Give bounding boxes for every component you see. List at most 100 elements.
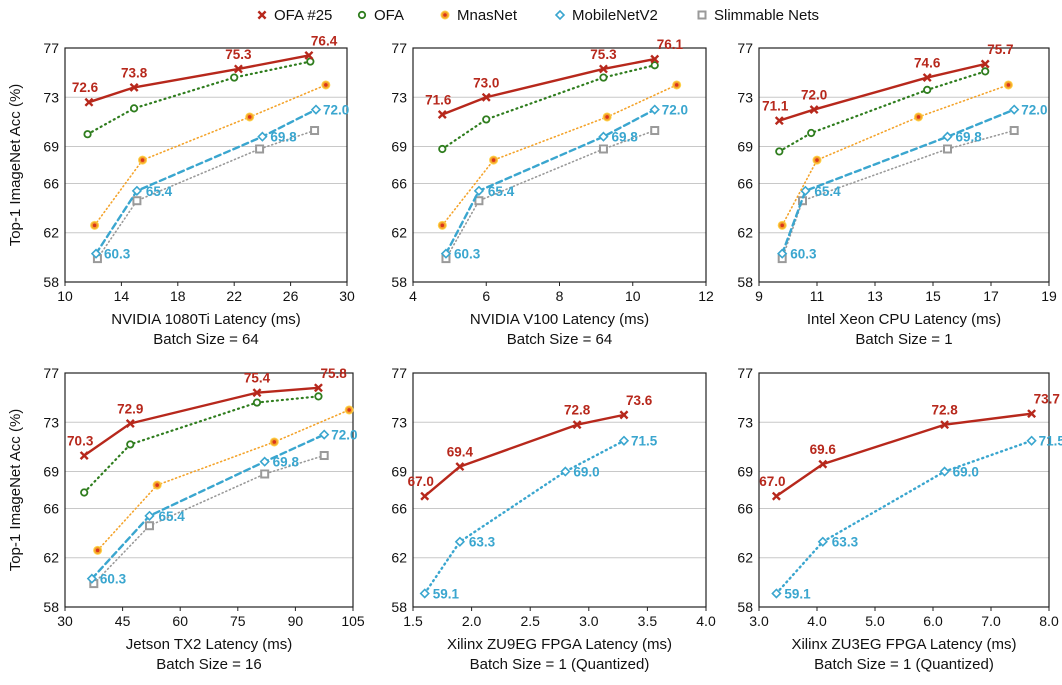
batch-size-subtitle: Batch Size = 1 bbox=[855, 331, 952, 348]
data-point bbox=[79, 451, 89, 460]
data-point bbox=[818, 459, 828, 469]
data-point bbox=[481, 92, 491, 102]
data-label: 60.3 bbox=[104, 247, 131, 262]
x-tick-label: 18 bbox=[170, 288, 186, 304]
series-mobilenetv2: 60.3 65.4 69.8 72.0 bbox=[440, 103, 688, 262]
data-label: 75.7 bbox=[987, 42, 1013, 57]
diamond-marker-icon bbox=[554, 9, 566, 21]
data-point bbox=[1003, 80, 1013, 90]
data-label: 69.6 bbox=[810, 442, 837, 457]
series-ofa bbox=[775, 67, 990, 156]
data-point bbox=[83, 130, 92, 139]
y-tick-label: 77 bbox=[391, 40, 407, 56]
series-ofa-25: 67.0 69.4 72.8 73.6 bbox=[408, 393, 653, 501]
y-tick-label: 58 bbox=[391, 274, 407, 290]
data-point bbox=[255, 144, 265, 154]
legend-marker bbox=[357, 10, 367, 20]
data-label: 65.4 bbox=[158, 509, 185, 524]
x-tick-label: 5.0 bbox=[865, 613, 885, 629]
series-mnasnet bbox=[90, 80, 331, 230]
series-ofa-25: 71.1 72.0 74.6 75.7 bbox=[762, 42, 1013, 126]
data-point bbox=[560, 466, 571, 477]
data-point bbox=[152, 480, 162, 490]
data-label: 60.3 bbox=[100, 572, 127, 587]
plot-frame bbox=[758, 47, 1050, 283]
y-tick-label: 77 bbox=[43, 365, 59, 381]
x-tick-label: 60 bbox=[172, 613, 188, 629]
data-point bbox=[599, 64, 608, 74]
x-tick-label: 4.0 bbox=[696, 613, 716, 629]
x-tick-label: 4.0 bbox=[807, 613, 827, 629]
y-tick-label: 77 bbox=[43, 40, 59, 56]
data-point bbox=[126, 440, 135, 449]
batch-size-subtitle: Batch Size = 1 (Quantized) bbox=[814, 656, 994, 673]
y-tick-label: 58 bbox=[43, 599, 59, 615]
data-label: 60.3 bbox=[790, 247, 817, 262]
x-axis-label: Xilinx ZU9EG FPGA Latency (ms) bbox=[447, 636, 672, 653]
data-label: 73.8 bbox=[121, 65, 148, 80]
series-ofa-25: 71.6 73.0 75.3 76.1 bbox=[425, 37, 683, 119]
data-label: 74.6 bbox=[914, 56, 941, 71]
series-ofa bbox=[80, 392, 323, 497]
y-tick-label: 69 bbox=[737, 464, 753, 480]
data-point bbox=[313, 383, 323, 393]
series-ofa-25: 67.0 69.6 72.8 73.7 bbox=[759, 392, 1060, 501]
data-point bbox=[132, 196, 142, 206]
data-point bbox=[310, 126, 320, 136]
data-point bbox=[914, 112, 923, 122]
data-point bbox=[1027, 409, 1037, 419]
y-tick-label: 58 bbox=[737, 599, 753, 615]
data-point bbox=[440, 248, 452, 259]
data-label: 71.5 bbox=[631, 434, 658, 449]
legend-marker bbox=[697, 10, 707, 20]
data-label: 65.4 bbox=[814, 184, 841, 199]
orange-dot-marker-icon bbox=[440, 10, 450, 20]
x-tick-label: 12 bbox=[698, 288, 714, 304]
y-tick-label: 58 bbox=[43, 274, 59, 290]
x-axis-label: Jetson TX2 Latency (ms) bbox=[126, 636, 292, 653]
series-line bbox=[83, 395, 320, 494]
data-label: 69.0 bbox=[953, 465, 979, 480]
circle-marker-icon bbox=[357, 10, 367, 20]
legend-label: OFA #25 bbox=[274, 7, 332, 24]
data-label: 69.8 bbox=[273, 455, 300, 470]
data-label: 72.8 bbox=[931, 403, 958, 418]
x-tick-label: 19 bbox=[1041, 288, 1057, 304]
data-label: 60.3 bbox=[454, 247, 481, 262]
series-line bbox=[423, 439, 626, 595]
data-point bbox=[437, 110, 447, 119]
data-label: 72.6 bbox=[72, 80, 99, 95]
y-tick-label: 62 bbox=[737, 225, 753, 241]
y-tick-label: 66 bbox=[43, 500, 59, 516]
cross-marker-icon bbox=[257, 10, 267, 20]
data-point bbox=[812, 155, 822, 165]
y-tick-label: 73 bbox=[391, 89, 407, 105]
series-line bbox=[441, 57, 656, 116]
data-point bbox=[257, 131, 268, 142]
data-point bbox=[598, 144, 608, 154]
data-point bbox=[131, 185, 143, 196]
series-ofa bbox=[83, 57, 315, 139]
data-point bbox=[310, 104, 322, 115]
x-tick-label: 90 bbox=[288, 613, 304, 629]
series-ofa-25: 72.6 73.8 75.3 76.4 bbox=[72, 33, 338, 107]
data-label: 69.4 bbox=[447, 445, 474, 460]
data-point bbox=[344, 405, 354, 415]
data-label: 70.3 bbox=[67, 434, 94, 449]
series-ofa bbox=[438, 61, 659, 154]
data-label: 72.0 bbox=[323, 103, 349, 118]
data-label: 73.6 bbox=[626, 393, 653, 408]
series-mobilenetv2: 59.1 63.3 69.0 71.5 bbox=[419, 434, 658, 601]
data-point bbox=[138, 155, 148, 165]
plot-frame bbox=[758, 372, 1050, 608]
data-point bbox=[233, 64, 243, 74]
series-slimmable-nets bbox=[441, 126, 660, 264]
y-tick-label: 66 bbox=[737, 500, 753, 516]
x-tick-label: 7.0 bbox=[981, 613, 1001, 629]
x-axis-label: Xilinx ZU3EG FPGA Latency (ms) bbox=[791, 636, 1016, 653]
data-point bbox=[800, 185, 811, 196]
data-point bbox=[90, 248, 102, 259]
chart-panel-2: 58 62 66 69 73 77 4 6 8 10 12 NVIDIA V100 Latency (… bbox=[391, 37, 714, 348]
data-point bbox=[245, 112, 255, 122]
